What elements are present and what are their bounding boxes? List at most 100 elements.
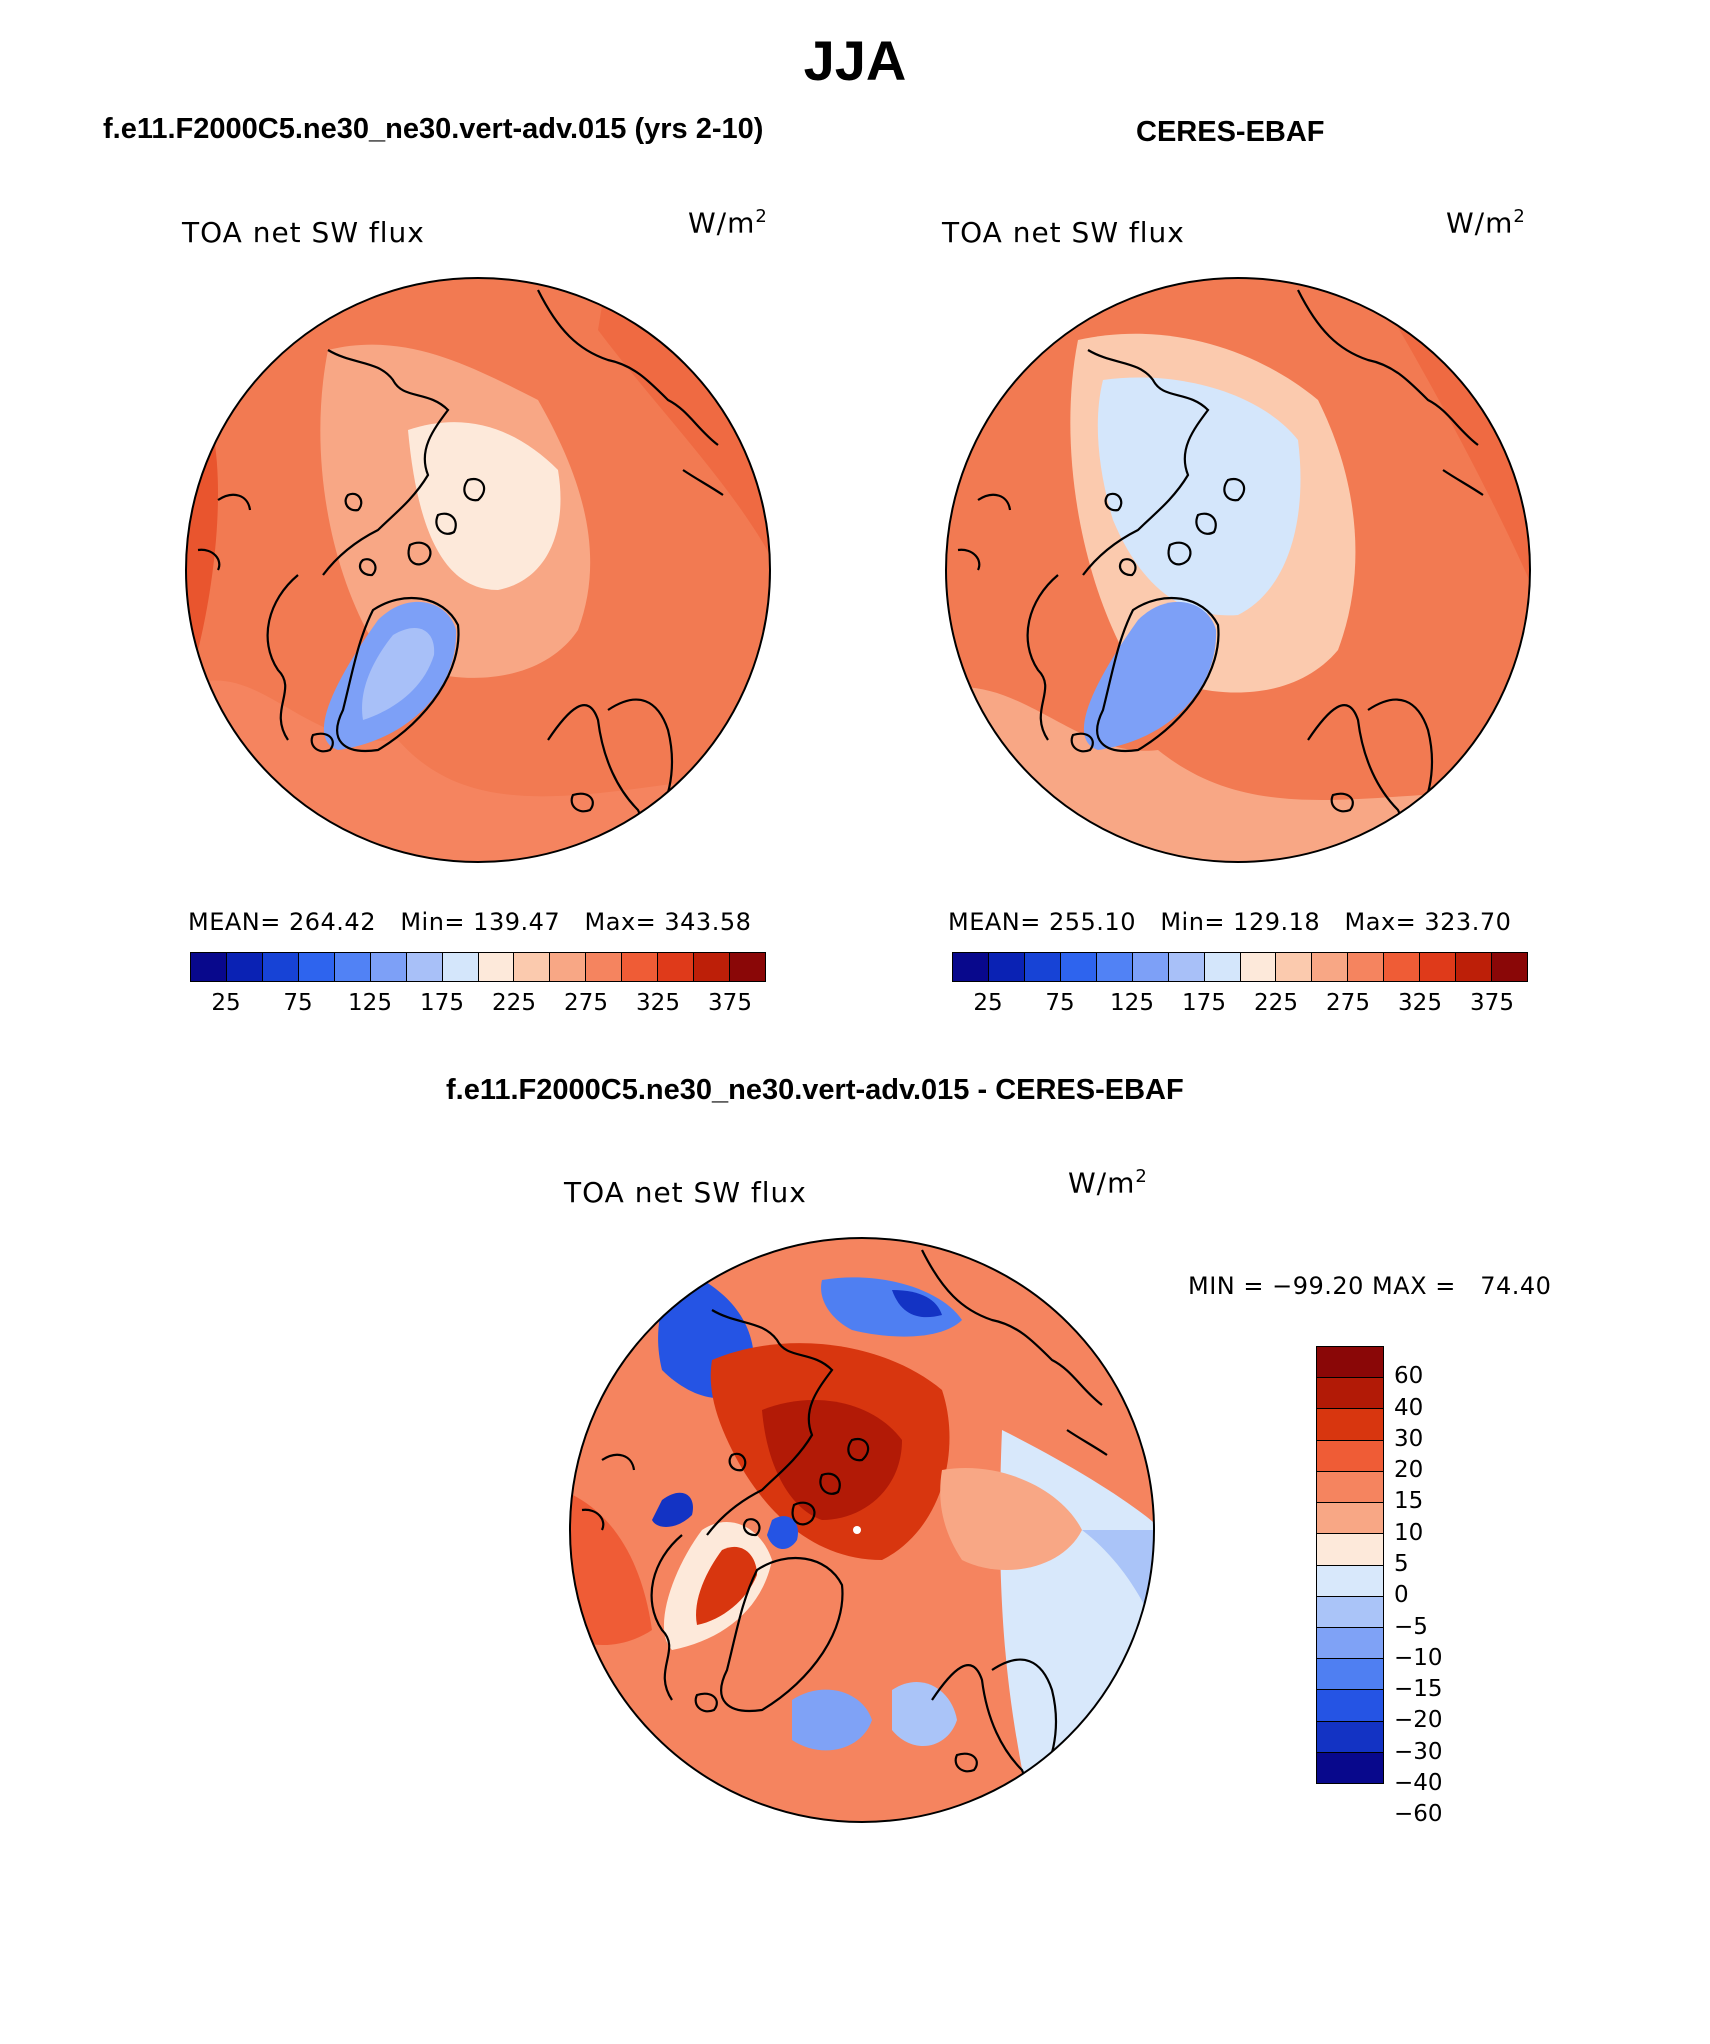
model-colorbar-labels: 25 75 125 175 225 275 325 375	[190, 990, 766, 1020]
model-colorbar-tick-label: 75	[283, 990, 313, 1016]
model-coastlines	[197, 289, 764, 861]
model-colorbar-tick-label: 125	[348, 990, 392, 1016]
diff-colorbar-swatch	[1317, 1659, 1383, 1691]
diff-field-west-negative	[652, 1492, 693, 1527]
diff-colorbar-swatch	[1317, 1690, 1383, 1722]
model-colorbar-swatch	[478, 953, 515, 981]
obs-colorbar-swatch	[1312, 953, 1349, 981]
obs-title: CERES-EBAF	[1136, 116, 1325, 148]
model-variable-label: TOA net SW flux	[182, 216, 425, 249]
diff-colorbar-tick-label: 15	[1394, 1488, 1424, 1515]
diff-colorbar-tick-label: −30	[1394, 1738, 1443, 1765]
obs-colorbar-swatch	[1348, 953, 1385, 981]
obs-colorbar-swatch	[1492, 953, 1527, 981]
diff-colorbar-swatch	[1317, 1565, 1383, 1597]
obs-map-boundary	[945, 277, 1531, 863]
obs-colorbar-swatch	[988, 953, 1025, 981]
obs-polar-map	[945, 277, 1531, 863]
obs-colorbar-tick-label: 125	[1110, 990, 1154, 1016]
model-colorbar-swatch	[442, 953, 479, 981]
diff-colorbar-swatch	[1317, 1627, 1383, 1660]
diff-colorbar-tick-label: 5	[1394, 1551, 1409, 1577]
diff-colorbar-swatch	[1317, 1440, 1383, 1472]
model-colorbar-tick-label: 275	[564, 990, 608, 1016]
model-field-arctic-core	[408, 422, 561, 590]
model-case-title: f.e11.F2000C5.ne30_ne30.vert-adv.015 (yr…	[103, 113, 764, 145]
difference-title: f.e11.F2000C5.ne30_ne30.vert-adv.015 - C…	[446, 1074, 1184, 1106]
model-units-label: W/m2	[688, 206, 768, 240]
obs-colorbar	[952, 952, 1528, 982]
model-colorbar-swatch	[226, 953, 263, 981]
diff-colorbar-swatch	[1317, 1596, 1383, 1628]
obs-colorbar-swatch	[1420, 953, 1457, 981]
diff-colorbar-tick-label: −20	[1394, 1707, 1443, 1734]
obs-colorbar-swatch	[1060, 953, 1097, 981]
diff-colorbar-tick-label: 10	[1394, 1519, 1424, 1546]
obs-colorbar-tick-label: 175	[1182, 990, 1226, 1016]
model-colorbar-swatch	[191, 953, 227, 981]
diff-colorbar	[1316, 1346, 1384, 1784]
obs-colorbar-labels: 25 75 125 175 225 275 325 375	[952, 990, 1528, 1020]
obs-colorbar-swatch	[1132, 953, 1169, 981]
diff-polar-map	[569, 1237, 1155, 1823]
obs-colorbar-swatch	[1168, 953, 1205, 981]
obs-colorbar-tick-label: 375	[1470, 990, 1514, 1016]
model-colorbar-tick-label: 325	[636, 990, 680, 1016]
model-colorbar-swatch	[514, 953, 551, 981]
diff-colorbar-swatch	[1317, 1534, 1383, 1566]
model-stats: MEAN= 264.42 Min= 139.47 Max= 343.58	[188, 908, 752, 936]
model-colorbar-swatch	[730, 953, 765, 981]
obs-colorbar-swatch	[1096, 953, 1133, 981]
diff-map-boundary	[569, 1237, 1155, 1823]
diff-colorbar-swatch	[1317, 1409, 1383, 1441]
diff-colorbar-labels: 60 40 30 20 15 10 5 0 −5 −10 −15 −20 −30 −40 −60	[1394, 1346, 1474, 1827]
model-colorbar-swatch	[334, 953, 371, 981]
obs-variable-label: TOA net SW flux	[942, 216, 1185, 249]
model-polar-map	[185, 277, 771, 863]
obs-stats: MEAN= 255.10 Min= 129.18 Max= 323.70	[948, 908, 1512, 936]
model-colorbar-swatch	[550, 953, 587, 981]
diff-pole-marker	[853, 1526, 861, 1534]
diff-colorbar-tick-label: −5	[1394, 1613, 1428, 1640]
diff-colorbar-swatch	[1317, 1471, 1383, 1504]
model-colorbar-swatch	[658, 953, 695, 981]
diff-field-greenland-positive	[696, 1546, 757, 1625]
obs-colorbar-tick-label: 75	[1045, 990, 1075, 1016]
diff-colorbar-tick-label: 20	[1394, 1457, 1424, 1484]
model-colorbar-swatch	[586, 953, 623, 981]
obs-colorbar-swatch	[1276, 953, 1313, 981]
diff-field-east-light-positive	[940, 1468, 1082, 1570]
diff-colorbar-tick-label: −60	[1394, 1801, 1443, 1828]
diff-colorbar-tick-label: 60	[1394, 1363, 1424, 1390]
obs-field-greenland	[1083, 601, 1217, 750]
diff-colorbar-tick-label: −10	[1394, 1644, 1443, 1671]
obs-colorbar-swatch	[1384, 953, 1421, 981]
obs-colorbar-tick-label: 225	[1254, 990, 1298, 1016]
diff-minmax: MIN = −99.20 MAX = 74.40	[1188, 1272, 1552, 1300]
diff-field-center-negative	[767, 1516, 798, 1550]
obs-colorbar-swatch	[953, 953, 989, 981]
diff-colorbar-swatch	[1317, 1347, 1383, 1379]
model-colorbar-swatch	[298, 953, 335, 981]
obs-colorbar-swatch	[1204, 953, 1241, 981]
obs-colorbar-swatch	[1240, 953, 1277, 981]
diff-units-label: W/m2	[1068, 1166, 1148, 1200]
diff-colorbar-swatch	[1317, 1721, 1383, 1753]
diff-field-n-negative	[821, 1277, 962, 1337]
diff-field-south-negative	[792, 1689, 872, 1751]
diff-field-south-negative-2	[892, 1681, 957, 1747]
model-colorbar-swatch	[406, 953, 443, 981]
diff-colorbar-swatch	[1317, 1378, 1383, 1410]
diff-colorbar-tick-label: −15	[1394, 1676, 1443, 1703]
diff-field-n-negative-strong	[892, 1290, 942, 1318]
model-field-greenland-inner	[362, 627, 435, 720]
season-title: JJA	[803, 29, 907, 92]
diff-field-west-positive	[570, 1490, 652, 1645]
model-colorbar-swatch	[622, 953, 659, 981]
model-colorbar	[190, 952, 766, 982]
diff-colorbar-tick-label: 40	[1394, 1394, 1424, 1421]
model-colorbar-swatch	[262, 953, 299, 981]
diff-colorbar-tick-label: −40	[1394, 1770, 1443, 1796]
model-colorbar-tick-label: 375	[708, 990, 752, 1016]
diff-colorbar-tick-label: 30	[1394, 1425, 1424, 1452]
